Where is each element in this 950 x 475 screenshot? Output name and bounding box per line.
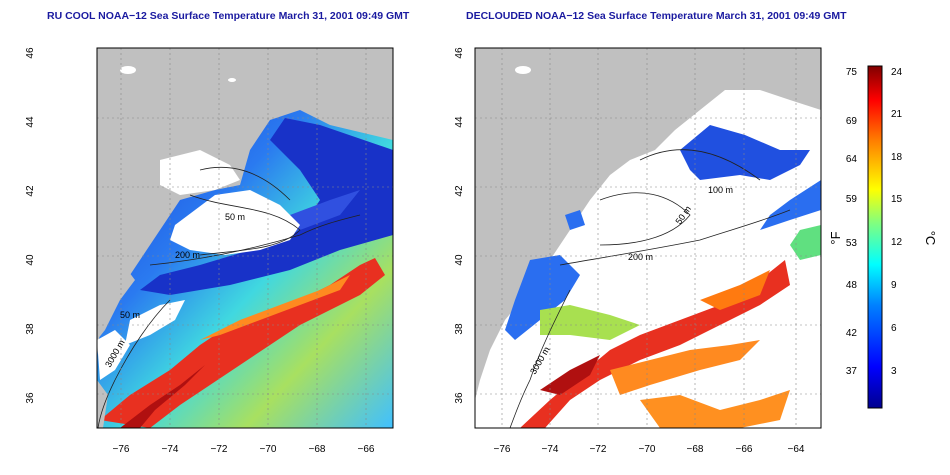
left-lat-tick: 42	[25, 185, 36, 197]
colorbar-c-tick: 24	[891, 67, 903, 78]
right-lake	[515, 66, 531, 74]
colorbar-c-tick: 18	[891, 152, 903, 163]
left-contour-label-2: 200 m	[175, 250, 200, 260]
right-lat-tick: 36	[454, 392, 465, 404]
left-lon-tick: −68	[309, 444, 326, 455]
left-lake-small	[228, 78, 236, 82]
colorbar-c-tick: 6	[891, 323, 897, 334]
right-panel-title: DECLOUDED NOAA−12 Sea Surface Temperatur…	[466, 10, 847, 22]
left-lon-tick: −72	[211, 444, 228, 455]
right-contour-gom	[639, 149, 761, 181]
right-gulf-core	[540, 355, 600, 395]
left-coastline-north	[97, 48, 393, 270]
left-panel-title: RU COOL NOAA−12 Sea Surface Temperature …	[47, 10, 410, 22]
right-lat-tick: 42	[454, 185, 465, 197]
left-lon-tick: −74	[162, 444, 179, 455]
left-cloud-patch-1	[125, 300, 185, 345]
right-lat-tick: 38	[454, 323, 465, 335]
colorbar-c-label: °C	[923, 231, 938, 246]
left-gulf-maine	[160, 150, 240, 195]
left-lon-tick: −66	[358, 444, 375, 455]
colorbar-f-label: °F	[828, 231, 843, 244]
colorbar-f-tick: 42	[846, 328, 858, 339]
right-lon-tick: −72	[590, 444, 607, 455]
left-lat-tick: 40	[25, 254, 36, 266]
right-lat-tick: 44	[454, 116, 465, 128]
left-map-frame	[96, 47, 394, 429]
left-cloud-patch-2	[97, 330, 130, 380]
colorbar-gradient	[867, 65, 883, 409]
left-lat-axis: 36 38 40 42 44 46	[25, 47, 36, 404]
left-lat-tick: 38	[25, 323, 36, 335]
colorbar-c-tick: 9	[891, 280, 897, 291]
right-contour-3000	[509, 289, 571, 428]
left-contour-label-3: 50 m	[120, 310, 140, 320]
left-contour-200	[149, 214, 361, 266]
colorbar-f-ticks: 75 69 64 59 53 48 42 37	[846, 67, 858, 377]
left-lon-axis: −76 −74 −72 −70 −68 −66 −64	[113, 444, 375, 455]
right-lon-tick: −64	[788, 444, 805, 455]
left-shelf-cloud	[170, 190, 300, 255]
right-lon-tick: −74	[542, 444, 559, 455]
right-coastline-north	[475, 48, 821, 400]
right-gulf-stream	[520, 260, 790, 428]
right-contour-200	[559, 209, 791, 266]
left-lon-tick: −70	[260, 444, 277, 455]
right-gom-blue	[680, 125, 810, 180]
left-contour-3000	[97, 299, 171, 428]
colorbar-f-tick: 64	[846, 154, 858, 165]
left-lon-tick: −76	[113, 444, 130, 455]
left-contour-label-1: 50 m	[225, 212, 245, 222]
colorbar-c-ticks: 24 21 18 15 12 9 6 3	[891, 67, 903, 377]
right-lat-axis: 36 38 40 42 44 46	[454, 47, 465, 404]
left-warm-edge	[200, 275, 350, 340]
right-grid	[475, 48, 821, 428]
right-contour-label-3: 200 m	[628, 252, 653, 262]
right-map-frame	[474, 47, 822, 429]
right-blue-patch	[565, 210, 585, 230]
right-contour-50	[599, 192, 691, 246]
right-lon-tick: −76	[494, 444, 511, 455]
right-lat-tick: 40	[454, 254, 465, 266]
colorbar-c-tick: 21	[891, 109, 903, 120]
colorbar-c-tick: 12	[891, 237, 903, 248]
right-lon-tick: −70	[639, 444, 656, 455]
right-green-band	[540, 305, 640, 340]
left-lat-tick: 44	[25, 116, 36, 128]
right-contour-label-2: 100 m	[708, 185, 733, 195]
left-lat-tick: 46	[25, 47, 36, 59]
colorbar-f-tick: 37	[846, 366, 858, 377]
right-warm-patches	[610, 340, 760, 395]
left-gulf-stream	[100, 258, 385, 428]
right-lon-tick: −66	[736, 444, 753, 455]
right-lat-tick: 46	[454, 47, 465, 59]
left-coast-south	[97, 380, 108, 428]
right-blue-east	[760, 180, 821, 230]
colorbar-f-tick: 48	[846, 280, 858, 291]
colorbar-f-tick: 53	[846, 238, 858, 249]
left-lake	[120, 66, 136, 74]
left-lat-tick: 36	[25, 392, 36, 404]
colorbar-f-tick: 69	[846, 116, 858, 127]
right-shelf-blue	[505, 255, 580, 340]
right-lon-tick: −68	[687, 444, 704, 455]
colorbar-c-tick: 15	[891, 194, 903, 205]
right-warm-north	[700, 270, 770, 310]
left-grid	[97, 48, 393, 428]
colorbar-c-tick: 3	[891, 366, 897, 377]
colorbar: 75 69 64 59 53 48 42 37 24 21 18 15 12 9…	[828, 65, 938, 409]
colorbar-f-tick: 75	[846, 67, 858, 78]
right-lon-axis: −76 −74 −72 −70 −68 −66 −64	[494, 444, 805, 455]
left-contour-gom	[199, 166, 291, 201]
right-green-east	[790, 225, 821, 260]
right-map: 50 m 100 m 200 m 3000 m 36 38 40 42 44 4…	[454, 47, 822, 455]
left-gulf-core	[120, 365, 205, 428]
left-coast-mid	[97, 260, 135, 340]
left-cold-band	[140, 118, 393, 295]
right-warm-south	[640, 390, 790, 428]
colorbar-f-tick: 59	[846, 194, 858, 205]
left-map: 50 m 200 m 50 m 3000 m 36 38 40 42 44 46…	[25, 47, 394, 455]
